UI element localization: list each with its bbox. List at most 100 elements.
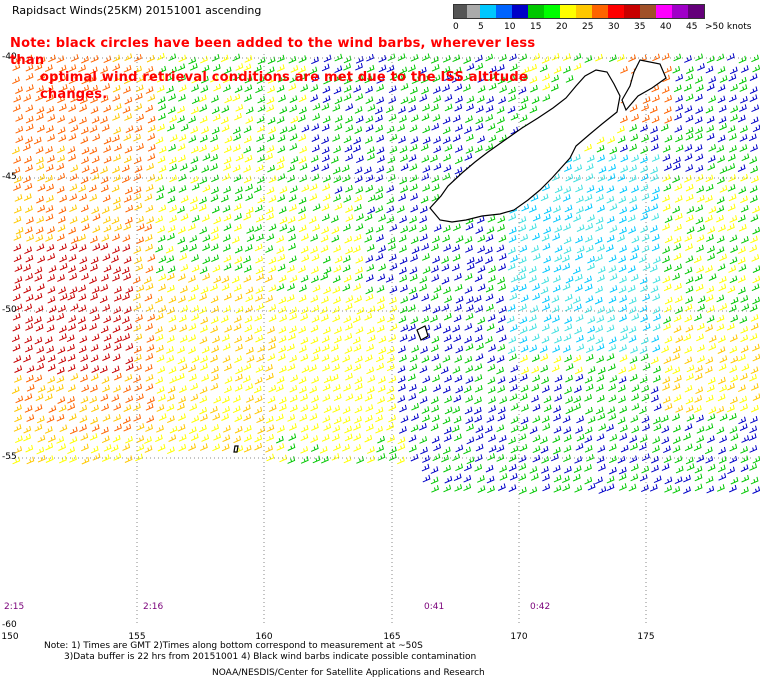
wind-barb bbox=[617, 234, 625, 243]
wind-barb bbox=[695, 93, 703, 102]
wind-barb bbox=[466, 95, 475, 104]
wind-barb bbox=[752, 486, 760, 494]
wind-barb bbox=[584, 375, 593, 384]
wind-barb bbox=[257, 426, 266, 434]
wind-barb bbox=[641, 484, 649, 493]
wind-barb bbox=[13, 94, 22, 103]
wind-barb bbox=[433, 162, 442, 171]
wind-barb bbox=[585, 383, 594, 392]
wind-barb bbox=[47, 286, 56, 294]
wind-barb bbox=[113, 314, 121, 323]
wind-barb bbox=[509, 472, 518, 481]
wind-barb bbox=[739, 372, 748, 381]
wind-barb bbox=[519, 393, 528, 401]
wind-barb bbox=[114, 143, 122, 152]
wind-barb bbox=[232, 126, 241, 135]
wind-barb bbox=[727, 223, 735, 231]
wind-barb bbox=[191, 96, 200, 105]
wind-barb bbox=[672, 272, 680, 281]
wind-barb bbox=[267, 395, 276, 404]
wind-barb bbox=[444, 103, 453, 112]
wind-barb bbox=[233, 174, 242, 182]
wind-barb bbox=[353, 344, 362, 352]
wind-barb bbox=[100, 284, 109, 292]
wind-barb bbox=[298, 55, 307, 63]
wind-barb bbox=[15, 125, 24, 134]
wind-barb bbox=[234, 245, 243, 254]
wind-barb bbox=[299, 106, 307, 115]
wind-barb bbox=[519, 316, 528, 325]
wind-barb bbox=[706, 315, 715, 323]
wind-barb bbox=[376, 84, 384, 92]
wind-barb bbox=[432, 374, 440, 383]
wind-barb bbox=[57, 145, 65, 154]
wind-barb bbox=[91, 206, 100, 215]
wind-barb bbox=[662, 203, 671, 212]
wind-barb bbox=[705, 356, 714, 365]
wind-barb bbox=[278, 403, 287, 412]
wind-barb bbox=[608, 265, 617, 273]
wind-barb bbox=[311, 144, 320, 153]
wind-barb bbox=[57, 215, 66, 224]
wind-barb bbox=[124, 53, 133, 61]
wind-barb bbox=[628, 483, 637, 492]
wind-barb bbox=[90, 256, 99, 265]
wind-barb bbox=[686, 463, 695, 471]
wind-barb bbox=[422, 266, 431, 274]
scale-label-15: 15 bbox=[530, 22, 542, 32]
wind-barb bbox=[564, 293, 573, 302]
wind-barb bbox=[343, 315, 352, 324]
wind-barb bbox=[25, 294, 34, 302]
wind-barb bbox=[167, 265, 176, 274]
wind-barb bbox=[331, 433, 340, 442]
wind-barb bbox=[37, 454, 46, 463]
wind-barb bbox=[345, 214, 354, 222]
wind-barb bbox=[254, 442, 263, 451]
wind-barb bbox=[59, 424, 68, 433]
wind-barb bbox=[419, 224, 428, 233]
wind-barb bbox=[321, 354, 330, 362]
wind-barb bbox=[47, 376, 56, 384]
wind-barb bbox=[35, 113, 44, 121]
wind-barb bbox=[243, 212, 252, 221]
wind-barb bbox=[287, 283, 295, 291]
wind-barb bbox=[631, 113, 639, 122]
wind-barb bbox=[563, 246, 572, 255]
wind-barb bbox=[145, 353, 154, 361]
wind-barb bbox=[641, 234, 650, 242]
wind-barb bbox=[123, 423, 132, 432]
wind-barb bbox=[177, 226, 186, 234]
wind-barb bbox=[596, 194, 604, 202]
wind-barb bbox=[245, 294, 254, 303]
wind-barb bbox=[288, 433, 297, 441]
wind-barb bbox=[310, 246, 318, 254]
wind-barb bbox=[741, 236, 749, 244]
wind-barb bbox=[649, 484, 658, 492]
wind-barb bbox=[378, 263, 386, 272]
wind-barb bbox=[708, 335, 717, 343]
wind-barb bbox=[122, 443, 131, 451]
wind-barb bbox=[233, 395, 241, 403]
wind-barb bbox=[25, 63, 34, 72]
wind-barb bbox=[167, 306, 175, 315]
color-scale-labels: 0 5 10 15 20 25 30 35 40 45 >50 knots bbox=[453, 22, 752, 34]
wind-barb bbox=[730, 114, 738, 122]
wind-barb bbox=[45, 205, 54, 213]
wind-barb bbox=[80, 215, 89, 223]
wind-barb bbox=[475, 116, 484, 125]
wind-barb bbox=[124, 216, 133, 225]
wind-barb bbox=[694, 116, 703, 125]
wind-barb bbox=[386, 422, 394, 431]
wind-barb bbox=[268, 195, 277, 203]
wind-barb bbox=[466, 296, 474, 304]
wind-barb bbox=[529, 426, 538, 434]
wind-barb bbox=[47, 363, 56, 372]
wind-barb bbox=[322, 193, 331, 202]
wind-barb bbox=[36, 163, 45, 171]
wind-barb bbox=[12, 323, 21, 332]
wind-barb bbox=[37, 355, 46, 363]
wind-barb bbox=[199, 104, 208, 112]
wind-barb bbox=[199, 176, 208, 185]
wind-barb bbox=[190, 393, 199, 402]
wind-barb bbox=[345, 103, 354, 111]
